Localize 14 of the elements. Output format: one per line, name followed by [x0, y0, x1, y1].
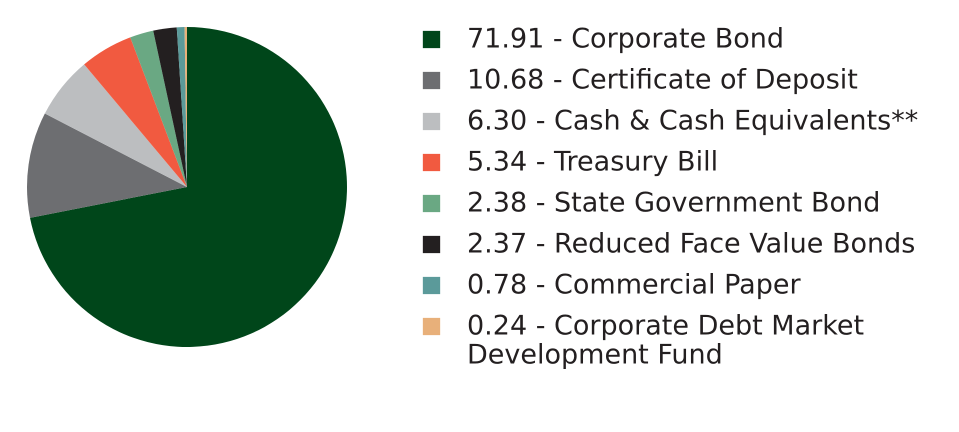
pie-slice [130, 30, 187, 187]
legend-label: 2.37 - Reduced Face Value Bonds [467, 228, 916, 260]
legend-label: 0.78 - Commercial Paper [467, 270, 802, 300]
pie-slice [153, 27, 187, 187]
legend-label: 5.34 - Treasury Bill [467, 146, 718, 178]
legend-label: 2.38 - State Government Bond [467, 188, 880, 218]
pie-slice [84, 37, 187, 187]
pie-slice [44, 64, 187, 187]
pie-slice [27, 114, 187, 218]
legend-label: 71.91 - Corporate Bond [467, 24, 784, 54]
legend-label: 0.24 - Corporate Debt Market Development Fund [467, 310, 864, 370]
legend-label: 10.68 - Certificate of Deposit [467, 64, 858, 96]
pie-slice [30, 27, 347, 347]
legend-label: 6.30 - Cash & Cash Equivalents** [467, 106, 918, 136]
